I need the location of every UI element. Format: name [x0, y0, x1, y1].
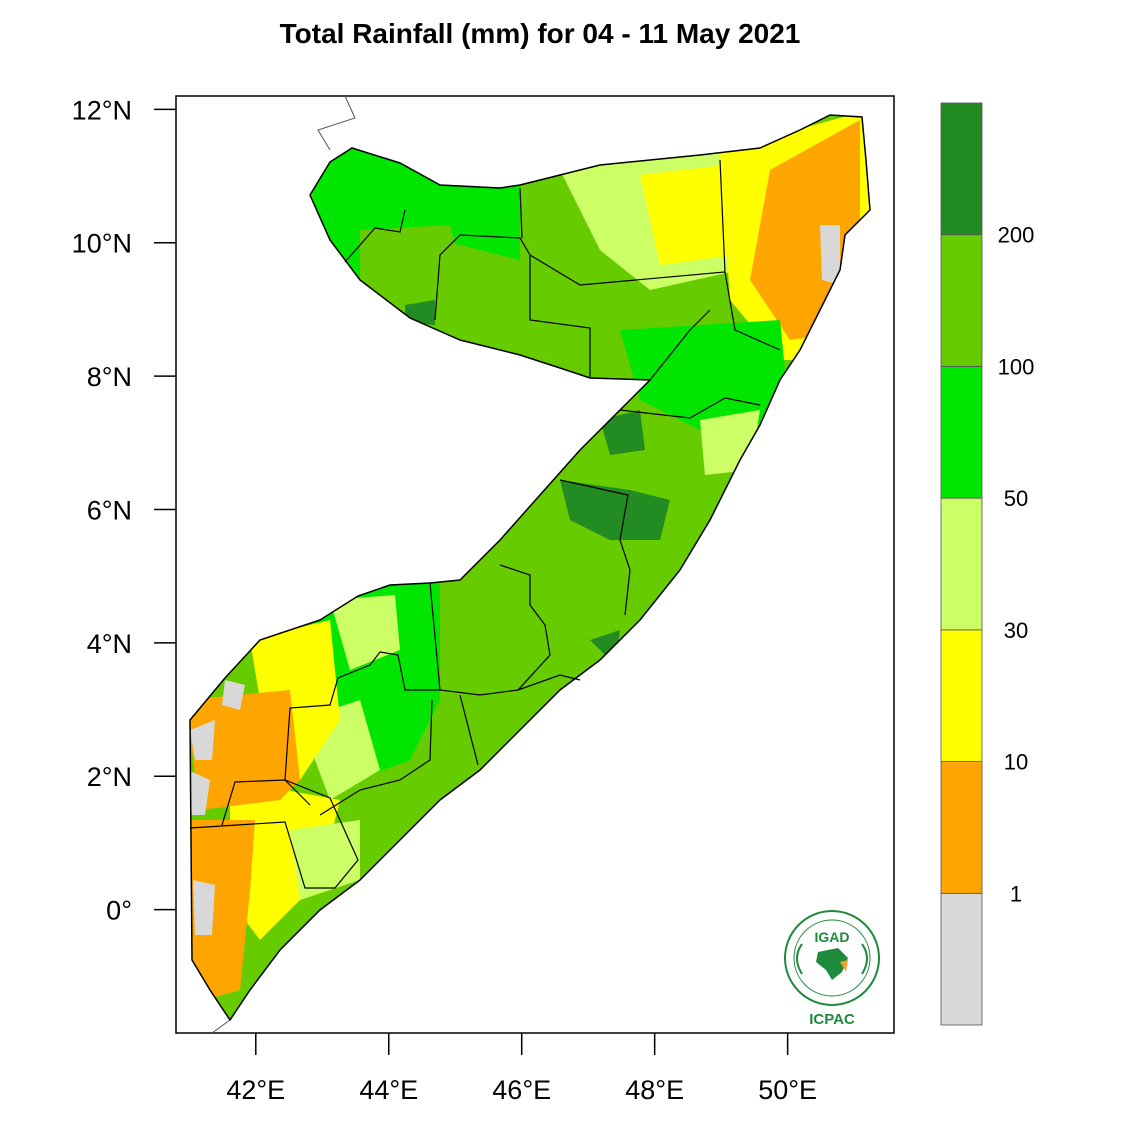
- lat-tick-label: 4°N: [87, 629, 132, 659]
- map-title: Total Rainfall (mm) for 04 - 11 May 2021: [279, 18, 801, 49]
- colorbar-segment: [940, 234, 983, 367]
- lat-tick-label: 0°: [106, 896, 132, 926]
- lat-tick-label: 10°N: [72, 229, 132, 259]
- lon-axis: 42°E 44°E 46°E 48°E 50°E: [226, 1033, 817, 1105]
- lat-tick-label: 6°N: [87, 495, 132, 525]
- colorbar-level-label: 1: [1010, 881, 1022, 906]
- colorbar-segment: [940, 366, 983, 499]
- logo-bottom-text: ICPAC: [809, 1011, 855, 1028]
- lon-tick-label: 44°E: [359, 1075, 418, 1105]
- logo-top-text: IGAD: [815, 929, 850, 945]
- neighbour-border: [317, 95, 356, 151]
- lon-tick-label: 42°E: [226, 1075, 285, 1105]
- colorbar-level-label: 200: [998, 223, 1035, 248]
- colorbar-level-label: 30: [1004, 618, 1028, 643]
- lon-tick-label: 46°E: [492, 1075, 551, 1105]
- lat-tick-label: 2°N: [87, 762, 132, 792]
- colorbar: 1 10 30 50 100 200: [940, 102, 1035, 1026]
- colorbar-segment: [940, 761, 983, 894]
- lat-axis: 12°N 10°N 8°N 6°N 4°N 2°N 0°: [72, 95, 176, 926]
- lon-tick-label: 50°E: [758, 1075, 817, 1105]
- colorbar-level-label: 100: [998, 354, 1035, 379]
- coastline: [189, 114, 871, 1022]
- colorbar-segment: [940, 497, 983, 631]
- lat-tick-label: 12°N: [72, 95, 132, 125]
- colorbar-segment: [940, 102, 983, 236]
- region-boundaries: [189, 159, 781, 889]
- neighbour-border: [211, 1019, 231, 1034]
- colorbar-level-label: 50: [1004, 486, 1028, 511]
- colorbar-level-label: 10: [1004, 750, 1028, 775]
- colorbar-segment: [940, 892, 983, 1026]
- colorbar-segment: [940, 629, 983, 762]
- lat-tick-label: 8°N: [87, 362, 132, 392]
- igad-icpac-logo: IGAD ICPAC: [784, 910, 880, 1028]
- lon-tick-label: 48°E: [625, 1075, 684, 1105]
